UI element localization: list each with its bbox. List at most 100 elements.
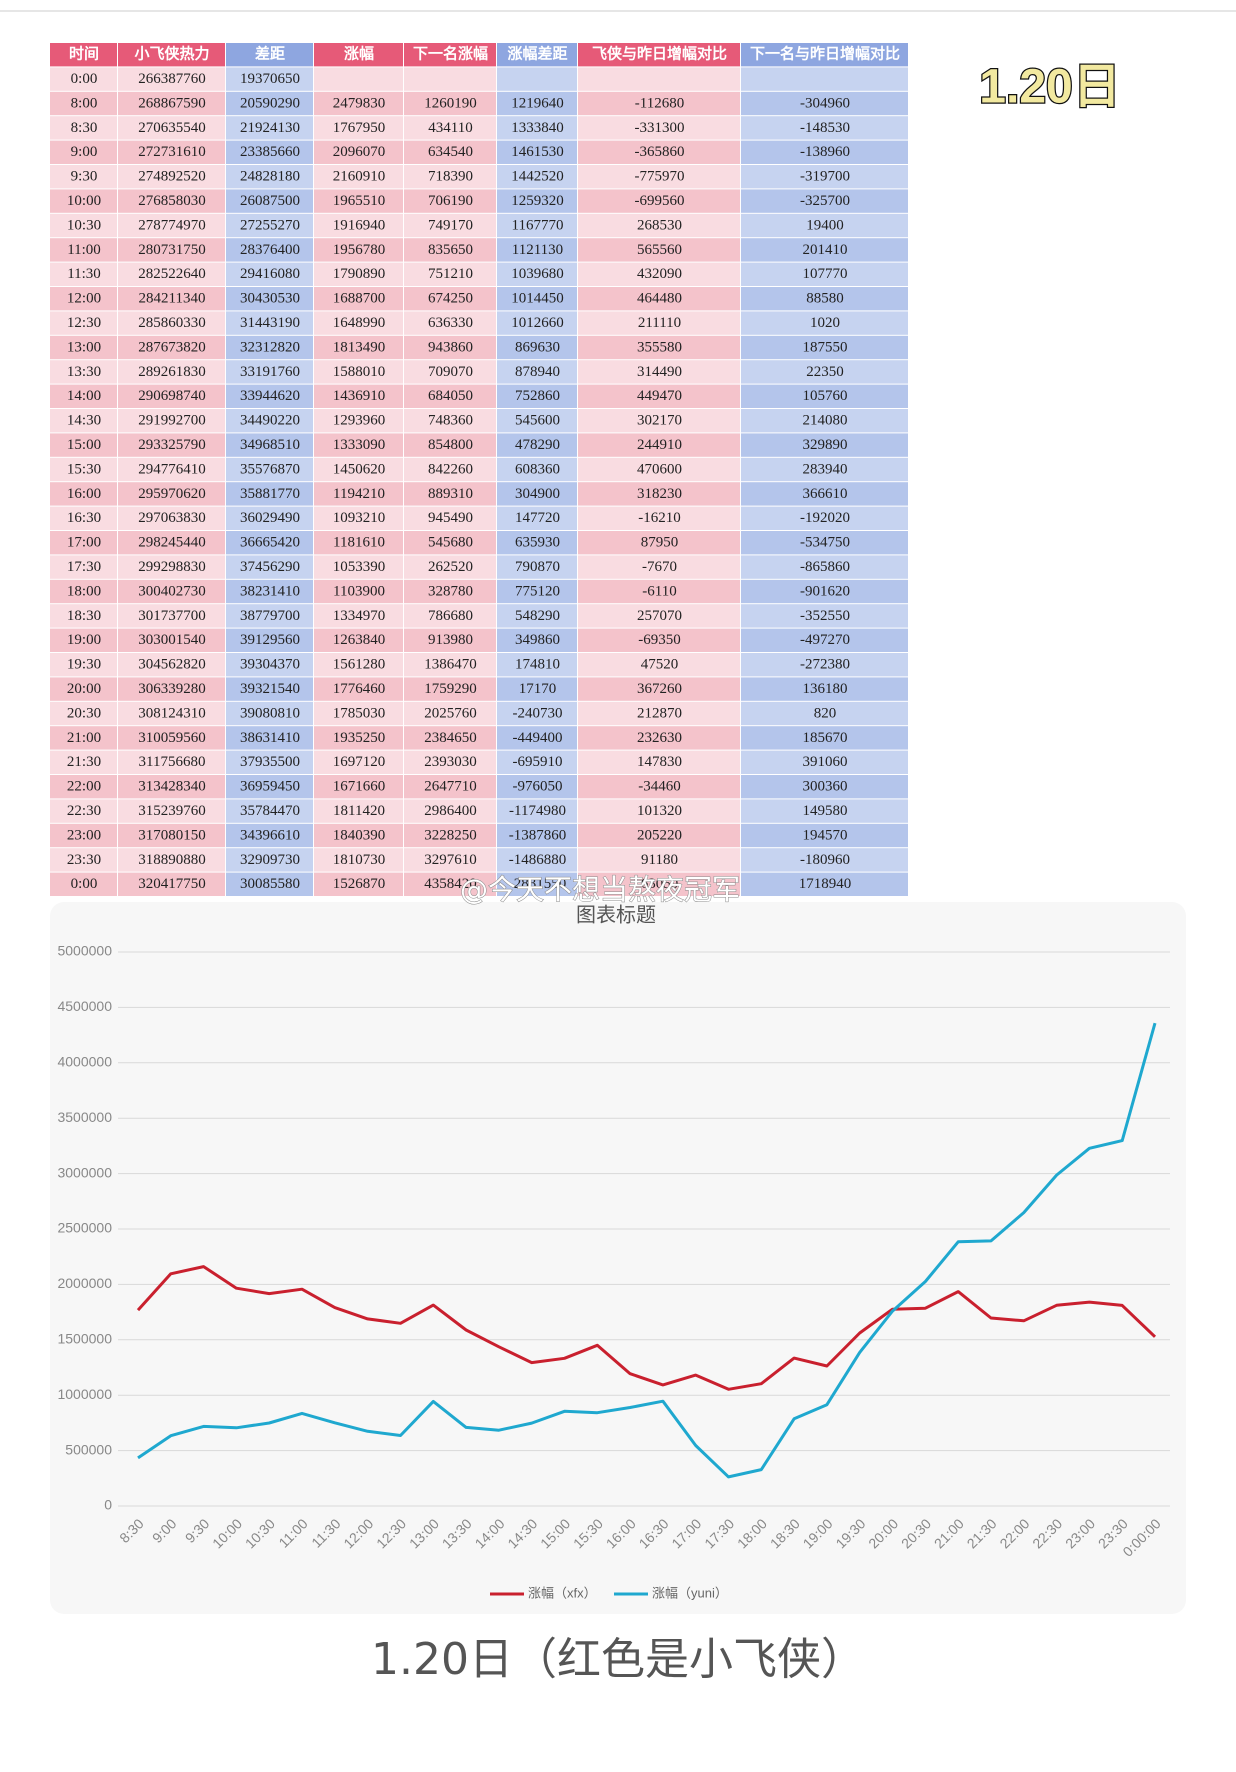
cell-text: -352550 xyxy=(800,608,850,624)
cell xyxy=(314,140,403,164)
cell xyxy=(50,67,117,91)
cell xyxy=(578,531,740,555)
series-line xyxy=(136,1265,1157,1391)
header-cell xyxy=(226,43,313,67)
y-tick-label: 0 xyxy=(104,1497,112,1513)
cell xyxy=(404,384,496,408)
header-cell xyxy=(578,43,740,67)
cell xyxy=(50,262,117,286)
cell-text: 608360 xyxy=(515,461,560,477)
caption: 1.20日（红色是小飞侠） xyxy=(371,1634,865,1685)
cell-text: 565560 xyxy=(637,242,682,258)
cell-text: 14:00 xyxy=(67,388,101,404)
cell xyxy=(741,799,908,823)
cell-text: 1259320 xyxy=(511,193,564,209)
cell-text: 329890 xyxy=(803,437,848,453)
cell-text: 391060 xyxy=(803,754,848,770)
cell xyxy=(741,311,908,335)
cell-text: 274892520 xyxy=(138,169,206,185)
cell-text: 23:30 xyxy=(67,852,101,868)
cell xyxy=(50,213,117,238)
cell xyxy=(226,799,313,823)
cell-text: 1020 xyxy=(810,315,840,331)
cell-text: 15:30 xyxy=(67,461,101,477)
cell-text: -497270 xyxy=(800,632,850,648)
cell-text: -1486880 xyxy=(509,852,567,868)
cell-text: 63050 xyxy=(641,876,679,892)
cell xyxy=(741,677,908,701)
cell-text: 39304370 xyxy=(240,657,300,673)
cell xyxy=(50,360,117,384)
cell xyxy=(497,775,577,799)
cell xyxy=(50,140,117,164)
cell-text: 869630 xyxy=(515,339,560,355)
cell xyxy=(578,604,740,628)
cell xyxy=(314,116,403,140)
cell-text: -192020 xyxy=(800,510,850,526)
cell xyxy=(118,628,225,652)
cell xyxy=(497,628,577,652)
cell-text: 349860 xyxy=(515,632,560,648)
cell-text: 1767950 xyxy=(333,120,386,136)
cell xyxy=(50,335,117,360)
cell xyxy=(578,823,740,848)
cell-text: 300360 xyxy=(803,779,848,795)
cell-text: 291992700 xyxy=(138,413,206,429)
cell-text: 47520 xyxy=(641,657,679,673)
cell-text: 32909730 xyxy=(240,852,300,868)
cell-text: 283940 xyxy=(803,461,848,477)
cell-text: 149580 xyxy=(803,803,848,819)
cell xyxy=(314,262,403,286)
cell-text: 306339280 xyxy=(138,681,206,697)
cell-text: 270635540 xyxy=(138,120,206,136)
cell-text: 36029490 xyxy=(240,510,300,526)
cell-text: 790870 xyxy=(515,559,560,575)
cell xyxy=(50,287,117,311)
cell xyxy=(578,116,740,140)
cell-text: 17:30 xyxy=(67,559,101,575)
header-cell xyxy=(50,43,117,67)
cell xyxy=(578,433,740,457)
cell xyxy=(118,311,225,335)
cell xyxy=(50,116,117,140)
cell xyxy=(118,165,225,189)
cell xyxy=(50,457,117,482)
cell xyxy=(578,701,740,726)
legend-label: 涨幅（yuni） xyxy=(652,1585,728,1600)
cell-text: 9:00 xyxy=(71,144,98,160)
cell xyxy=(118,482,225,506)
cell-text: 752860 xyxy=(515,388,560,404)
cell-text: 1053390 xyxy=(333,559,386,575)
cell xyxy=(118,116,225,140)
y-tick-label: 3000000 xyxy=(57,1164,112,1180)
cell-text: 709070 xyxy=(428,364,473,380)
cell xyxy=(404,238,496,262)
cell xyxy=(226,726,313,750)
cell-text: 1526870 xyxy=(333,876,386,892)
y-tick-label: 2500000 xyxy=(57,1220,112,1236)
cell xyxy=(314,555,403,579)
cell xyxy=(118,579,225,604)
cell-text: 300402730 xyxy=(138,583,206,599)
cell xyxy=(741,482,908,506)
cell-text: 0:00 xyxy=(71,876,98,892)
cell-text: 1810730 xyxy=(333,852,386,868)
cell xyxy=(226,311,313,335)
cell-text: 0:00 xyxy=(71,71,98,87)
cell xyxy=(226,457,313,482)
cell-text: 35881770 xyxy=(240,486,300,502)
cell xyxy=(497,409,577,433)
cell-text: 27255270 xyxy=(240,217,300,233)
cell xyxy=(741,189,908,213)
cell xyxy=(314,848,403,872)
cell-text: 39080810 xyxy=(240,705,300,721)
cell xyxy=(226,677,313,701)
cell-text: 1588010 xyxy=(333,364,386,380)
cell-text: -1387860 xyxy=(509,827,567,843)
cell-text: 1561280 xyxy=(333,657,386,673)
cell-text: 37935500 xyxy=(240,754,300,770)
cell-text: 302170 xyxy=(637,413,682,429)
cell-text: 775120 xyxy=(515,583,560,599)
cell-text: 366610 xyxy=(803,486,848,502)
